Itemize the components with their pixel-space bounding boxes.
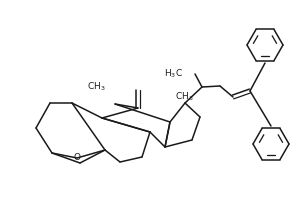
Text: O: O	[73, 154, 80, 162]
Text: H$_3$C: H$_3$C	[164, 68, 183, 80]
Text: CH$_3$: CH$_3$	[175, 90, 194, 103]
Text: CH$_3$: CH$_3$	[87, 80, 106, 93]
